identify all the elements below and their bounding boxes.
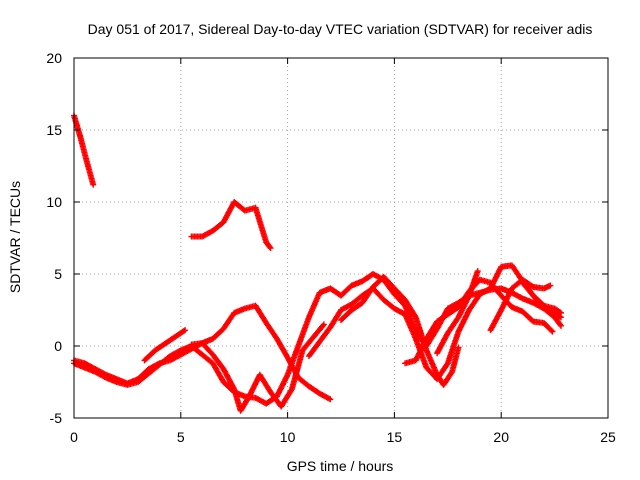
y-axis-label: SDTVAR / TECUs (7, 181, 23, 293)
data-point-marker (558, 322, 565, 329)
x-tick-label: 15 (387, 429, 403, 445)
x-tick-label: 10 (280, 429, 296, 445)
y-tick-label: 10 (46, 194, 62, 210)
x-tick-label: 0 (70, 429, 78, 445)
data-point-marker (455, 344, 462, 351)
data-point-marker (180, 327, 187, 334)
series-track-e (141, 327, 189, 364)
data-point-marker (474, 268, 481, 275)
y-tick-label: 15 (46, 122, 62, 138)
series-track-b (188, 199, 274, 252)
series-track-h (338, 273, 462, 388)
data-point-marker (529, 283, 536, 290)
axis-ticks: 0 5 10 15 20 25 -5 0 5 10 15 20 (46, 50, 616, 445)
series-track-j (434, 268, 481, 357)
data-point-marker (327, 396, 334, 403)
data-point-marker (547, 282, 554, 289)
series-track-a (71, 112, 97, 188)
data-point-marker (320, 321, 327, 328)
data-point-marker (557, 321, 564, 328)
series-track-k (487, 276, 554, 334)
series-track-f (188, 321, 327, 414)
plot-frame (73, 57, 609, 419)
data-point-marker (558, 309, 565, 316)
x-axis-label: GPS time / hours (287, 458, 394, 474)
data-point-marker (90, 181, 97, 188)
data-point-marker (182, 327, 189, 334)
data-point-marker (549, 328, 556, 335)
x-tick-label: 5 (177, 429, 185, 445)
data-point-marker (267, 245, 274, 252)
x-tick-label: 25 (600, 429, 616, 445)
y-tick-label: 20 (46, 50, 62, 66)
data-point-marker (556, 309, 563, 316)
data-point-marker (319, 322, 326, 329)
series-track-i (402, 276, 556, 367)
series-track-l (519, 279, 565, 316)
data-point-marker (266, 243, 273, 250)
y-tick-label: 5 (54, 266, 62, 282)
data-point-marker (448, 370, 455, 377)
data-points (71, 112, 565, 414)
data-point-marker (548, 327, 555, 334)
y-tick-label: -5 (50, 410, 63, 426)
chart-title: Day 051 of 2017, Sidereal Day-to-day VTE… (88, 21, 593, 37)
x-tick-label: 20 (493, 429, 509, 445)
y-tick-label: 0 (54, 338, 62, 354)
